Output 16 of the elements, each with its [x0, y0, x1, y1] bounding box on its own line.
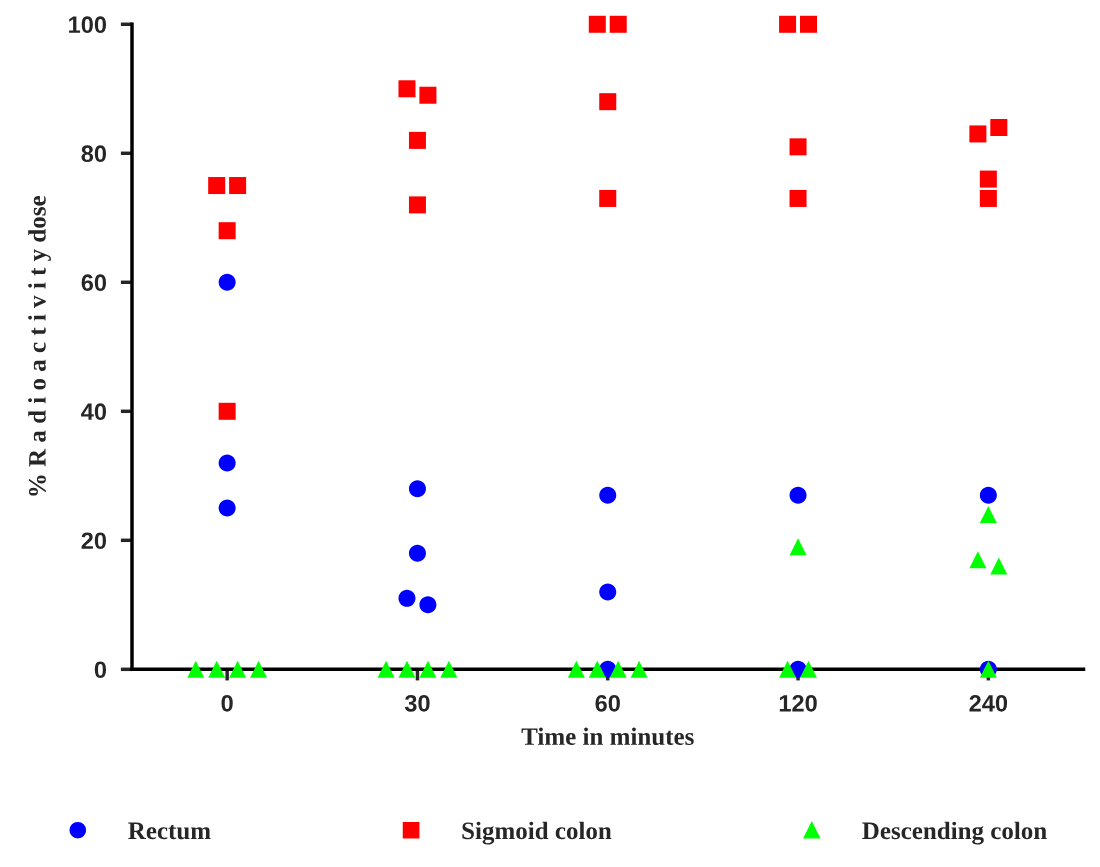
y-tick-label: 60: [81, 274, 107, 292]
y-tick-label: 20: [81, 532, 107, 550]
x-tick-label: 30: [404, 694, 430, 712]
legend-label: Sigmoid colon: [462, 821, 612, 845]
y-tick-label: 80: [81, 145, 107, 163]
y-tick-label: 40: [81, 403, 107, 421]
y-tick-label: 100: [69, 16, 107, 34]
y-tick-label: 0: [94, 661, 107, 679]
legend-label: Descending colon: [862, 821, 1047, 845]
legend-label: Rectum: [128, 822, 211, 840]
x-tick-label: 0: [221, 694, 233, 712]
x-axis-title: Time in minutes: [521, 727, 694, 746]
y-axis-title: % R a d i o a c t i v i t y dose: [28, 196, 51, 496]
x-tick-label: 60: [595, 694, 620, 712]
x-tick-label: 120: [779, 694, 817, 712]
x-tick-label: 240: [969, 694, 1008, 712]
